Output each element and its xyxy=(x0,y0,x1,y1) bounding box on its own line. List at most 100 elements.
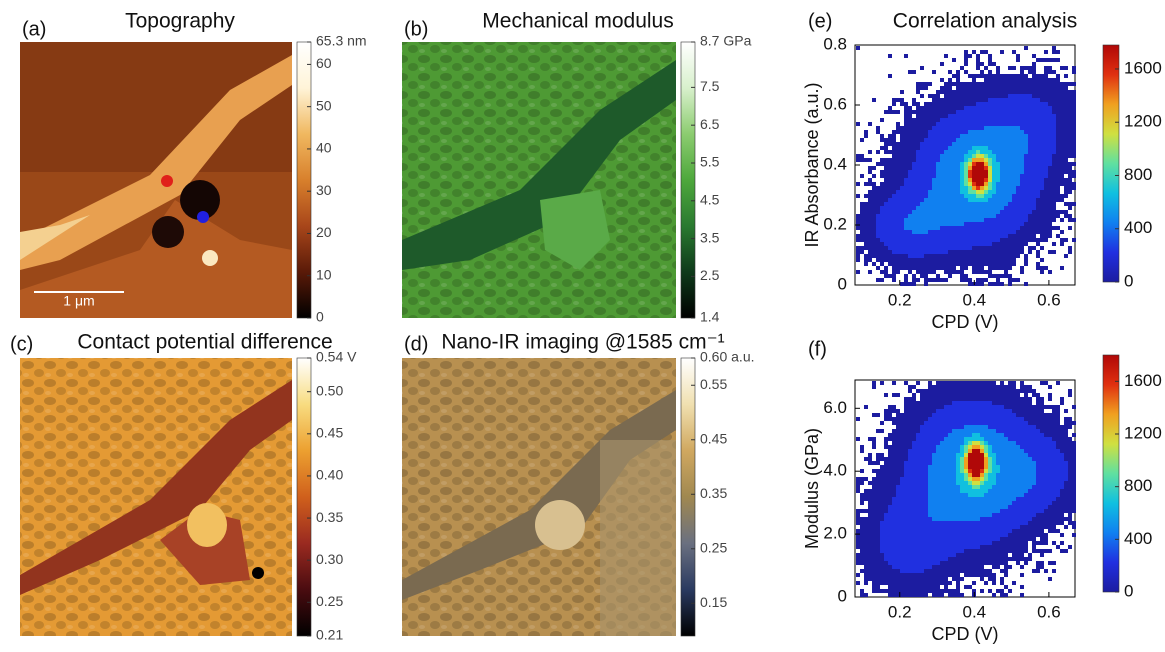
density-cell xyxy=(928,178,932,182)
density-cell xyxy=(944,397,948,401)
density-cell xyxy=(980,74,984,78)
density-cell xyxy=(1032,537,1036,541)
density-cell xyxy=(1024,481,1028,485)
density-cell xyxy=(908,421,912,425)
density-cell xyxy=(916,234,920,238)
density-cell xyxy=(1044,521,1048,525)
density-cell xyxy=(1068,489,1072,493)
density-cell xyxy=(872,98,876,102)
density-cell xyxy=(996,282,1000,286)
density-cell xyxy=(912,234,916,238)
density-cell xyxy=(856,513,860,517)
density-cell xyxy=(968,74,972,78)
density-cell xyxy=(924,138,928,142)
density-cell xyxy=(896,429,900,433)
density-cell xyxy=(980,238,984,242)
density-cell xyxy=(856,557,860,561)
density-cell xyxy=(976,62,980,66)
density-cell xyxy=(992,170,996,174)
density-cell xyxy=(1028,118,1032,122)
density-cell xyxy=(1048,142,1052,146)
density-cell xyxy=(948,234,952,238)
density-cell xyxy=(1000,381,1004,385)
density-cell xyxy=(1072,445,1076,449)
density-cell xyxy=(1016,106,1020,110)
density-cell xyxy=(1024,497,1028,501)
density-cell xyxy=(996,86,1000,90)
density-cell xyxy=(984,110,988,114)
density-cell xyxy=(1008,533,1012,537)
density-cell xyxy=(1008,102,1012,106)
density-cell xyxy=(1020,154,1024,158)
density-cell xyxy=(1048,437,1052,441)
density-cell xyxy=(976,266,980,270)
density-cell xyxy=(900,218,904,222)
density-cell xyxy=(880,533,884,537)
density-cell xyxy=(1024,198,1028,202)
density-cell xyxy=(904,497,908,501)
density-cell xyxy=(924,218,928,222)
density-cell xyxy=(1016,549,1020,553)
density-cell xyxy=(952,226,956,230)
density-cell xyxy=(936,465,940,469)
density-cell xyxy=(984,238,988,242)
density-cell xyxy=(940,501,944,505)
density-cell xyxy=(1036,417,1040,421)
density-cell xyxy=(1008,417,1012,421)
density-cell xyxy=(908,258,912,262)
density-cell xyxy=(1032,485,1036,489)
density-cell xyxy=(928,525,932,529)
density-cell xyxy=(1028,70,1032,74)
density-cell xyxy=(868,545,872,549)
density-cell xyxy=(1024,202,1028,206)
density-cell xyxy=(1036,425,1040,429)
density-cell xyxy=(1028,102,1032,106)
density-cell xyxy=(952,405,956,409)
density-cell xyxy=(916,573,920,577)
density-cell xyxy=(1020,238,1024,242)
density-cell xyxy=(1000,581,1004,585)
density-cell xyxy=(972,553,976,557)
density-cell xyxy=(1016,449,1020,453)
density-cell xyxy=(964,453,968,457)
density-cell xyxy=(908,409,912,413)
density-cell xyxy=(1008,274,1012,278)
density-cell xyxy=(964,465,968,469)
density-cell xyxy=(1024,389,1028,393)
density-cell xyxy=(1036,409,1040,413)
density-cell xyxy=(936,214,940,218)
density-cell xyxy=(908,170,912,174)
density-cell xyxy=(892,210,896,214)
density-cell xyxy=(960,102,964,106)
density-cell xyxy=(996,441,1000,445)
density-cell xyxy=(860,481,864,485)
density-cell xyxy=(1020,513,1024,517)
density-cell xyxy=(1024,182,1028,186)
density-cell xyxy=(952,170,956,174)
density-cell xyxy=(1052,409,1056,413)
density-cell xyxy=(968,457,972,461)
density-cell xyxy=(1024,190,1028,194)
density-cell xyxy=(884,509,888,513)
density-cell xyxy=(1016,457,1020,461)
density-cell xyxy=(996,493,1000,497)
density-cell xyxy=(1024,282,1028,286)
density-cell xyxy=(888,250,892,254)
density-cell xyxy=(972,417,976,421)
density-cell xyxy=(948,429,952,433)
density-cell xyxy=(1052,417,1056,421)
density-cell xyxy=(872,585,876,589)
density-cell xyxy=(928,585,932,589)
density-cell xyxy=(1004,198,1008,202)
density-cell xyxy=(1028,222,1032,226)
density-cell xyxy=(924,146,928,150)
density-cell xyxy=(908,226,912,230)
colorbar-tick-label: 1600 xyxy=(1124,58,1162,77)
density-cell xyxy=(1012,114,1016,118)
density-cell xyxy=(1036,222,1040,226)
density-cell xyxy=(888,545,892,549)
density-cell xyxy=(884,577,888,581)
density-cell xyxy=(956,222,960,226)
density-cell xyxy=(1016,162,1020,166)
density-cell xyxy=(1016,425,1020,429)
